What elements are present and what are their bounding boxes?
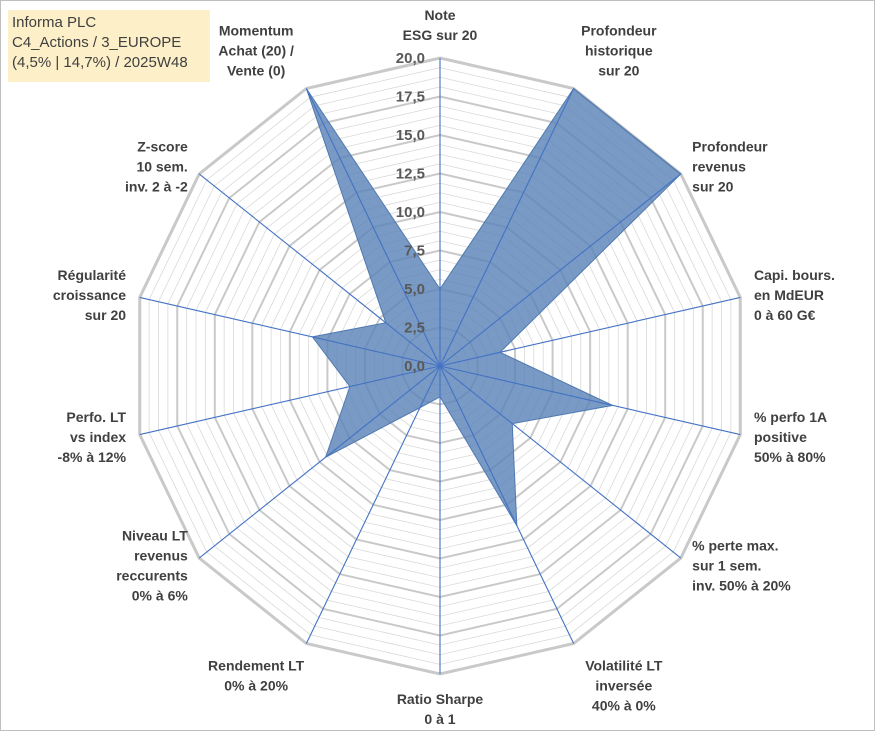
axis-spoke [439, 365, 741, 436]
chart-title-line-2: C4_Actions / 3_EUROPE [12, 34, 182, 51]
tick-label: 7,5 [404, 243, 425, 260]
axis-label-line: % perte max. [692, 538, 778, 554]
axis-label-line: Profondeur [692, 138, 768, 154]
axis-label-line: sur 20 [598, 63, 639, 79]
axis-label-line: Rendement LT [208, 657, 305, 673]
axis-label-line: -8% à 12% [58, 449, 127, 465]
axis-label-line: Profondeur [581, 23, 657, 39]
axis-label: % perte max. sur 1 sem. inv. 50% à 20% [692, 538, 791, 594]
axis-label-line: ESG sur 20 [403, 27, 478, 43]
chart-title-line-3: (4,5% | 14,7%) / 2025W48 [12, 54, 188, 71]
tick-label: 10,0 [396, 204, 425, 221]
axis-label-line: 40% à 0% [592, 697, 656, 713]
axis-spoke [139, 365, 441, 436]
axis-label-line: Ratio Sharpe [397, 691, 484, 707]
axis-label-line: reccurents [116, 568, 188, 584]
axis-label-line: 0% à 6% [132, 588, 189, 604]
axis-label-line: Achat (20) / [218, 43, 294, 59]
axis-label-line: 0% à 20% [224, 677, 288, 693]
axis-spoke [439, 88, 575, 367]
tick-label: 2,5 [404, 320, 425, 337]
axis-label: Profondeur historique sur 20 [581, 23, 657, 79]
axis-label-line: Note [424, 7, 455, 23]
axis-spoke [305, 365, 441, 644]
axis-label-line: revenus [134, 548, 188, 564]
axis-label: Perfo. LT vs index -8% à 12% [58, 409, 127, 465]
axis-spoke [139, 296, 441, 367]
axis-label-line: sur 20 [692, 178, 733, 194]
axis-label-line: Niveau LT [122, 528, 188, 544]
axis-label-line: inv. 2 à -2 [125, 178, 188, 194]
axis-label: Ratio Sharpe 0 à 1 [397, 691, 484, 727]
axis-label-line: 10 sem. [136, 158, 187, 174]
axis-label-line: % perfo 1A [754, 409, 827, 425]
axis-label-line: en MdEUR [754, 287, 824, 303]
axis-spoke [305, 88, 441, 367]
axis-label-line: sur 20 [85, 307, 126, 323]
tick-label: 17,5 [396, 89, 425, 106]
axis-label-line: Z-score [137, 138, 188, 154]
axis-label: Capi. bours. en MdEUR 0 à 60 G€ [754, 267, 835, 323]
axis-label: % perfo 1A positive 50% à 80% [754, 409, 827, 465]
axis-label-line: 0 à 60 G€ [754, 307, 816, 323]
axis-label-line: Capi. bours. [754, 267, 835, 283]
tick-label: 5,0 [404, 281, 425, 298]
axis-label-line: revenus [692, 158, 746, 174]
axis-spoke [439, 365, 575, 644]
axis-spoke [198, 365, 441, 559]
axis-label: Note ESG sur 20 [403, 7, 478, 43]
tick-label: 12,5 [396, 166, 425, 183]
axis-label-line: Régularité [58, 267, 127, 283]
axis-label-line: Perfo. LT [66, 409, 126, 425]
axis-label-line: positive [754, 429, 807, 445]
axis-label: Rendement LT 0% à 20% [208, 657, 305, 693]
tick-label: 15,0 [396, 127, 425, 144]
chart-title-line-1: Informa PLC [12, 14, 97, 31]
axis-label: Momentum Achat (20) / Vente (0) [218, 23, 294, 79]
chart-title-box: Informa PLC C4_Actions / 3_EUROPE (4,5% … [8, 10, 210, 82]
axis-label-line: 50% à 80% [754, 449, 826, 465]
axis-label-line: sur 1 sem. [692, 558, 761, 574]
axis-label: Z-score 10 sem. inv. 2 à -2 [125, 138, 188, 194]
axis-label: Niveau LT revenus reccurents 0% à 6% [116, 528, 188, 604]
tick-label: 20,0 [396, 50, 425, 67]
axis-label-line: Volatilité LT [585, 657, 663, 673]
axis-spoke [439, 365, 682, 559]
tick-label: 0,0 [404, 358, 425, 375]
axis-label: Régularité croissance sur 20 [53, 267, 126, 323]
axis-label-line: 0 à 1 [424, 711, 455, 727]
axis-spoke [439, 173, 682, 367]
axis-label: Profondeur revenus sur 20 [692, 138, 768, 194]
axis-label-line: croissance [53, 287, 126, 303]
axis-label-line: Momentum [219, 23, 294, 39]
axis-label-line: Vente (0) [227, 63, 285, 79]
axis-label-line: vs index [70, 429, 126, 445]
axis-spoke [198, 173, 441, 367]
axis-label-line: inv. 50% à 20% [692, 578, 791, 594]
axis-spoke [439, 296, 741, 367]
axis-label: Volatilité LT inversée 40% à 0% [585, 657, 663, 713]
axis-label-line: inversée [595, 677, 652, 693]
axis-label-line: historique [585, 43, 653, 59]
